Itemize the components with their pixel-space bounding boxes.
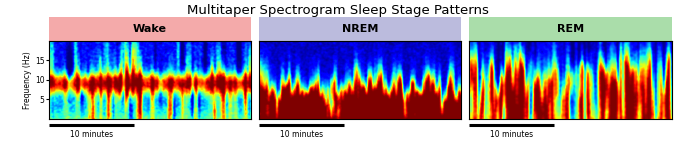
Text: 10 minutes: 10 minutes — [280, 130, 323, 139]
Text: 10 minutes: 10 minutes — [70, 130, 113, 139]
Text: 10 minutes: 10 minutes — [490, 130, 533, 139]
Text: Wake: Wake — [133, 24, 167, 34]
Text: REM: REM — [557, 24, 584, 34]
Y-axis label: Frequency (Hz): Frequency (Hz) — [23, 51, 32, 109]
Text: Multitaper Spectrogram Sleep Stage Patterns: Multitaper Spectrogram Sleep Stage Patte… — [186, 4, 489, 17]
Text: NREM: NREM — [342, 24, 378, 34]
